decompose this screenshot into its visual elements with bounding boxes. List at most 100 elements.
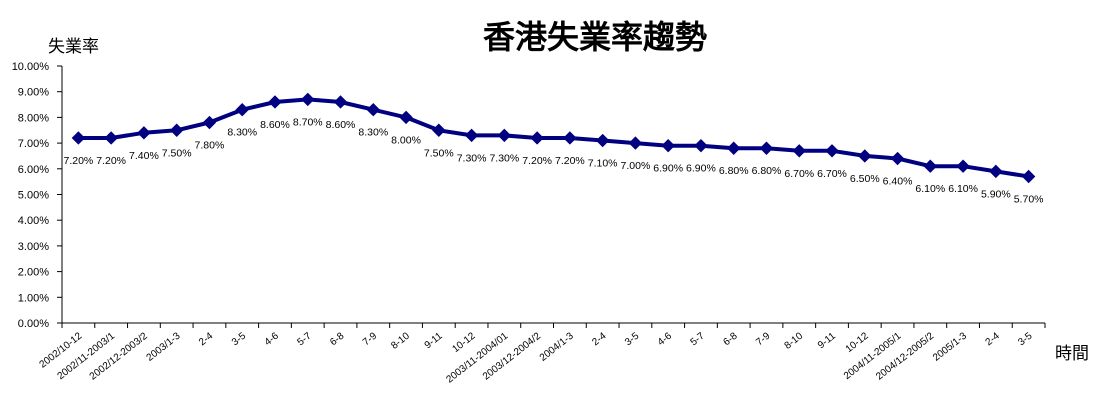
data-point (858, 149, 872, 163)
y-tick-label: 6.00% (18, 164, 49, 176)
data-point (202, 115, 217, 130)
data-label: 8.30% (358, 127, 388, 139)
y-tick-label: 3.00% (18, 241, 49, 253)
x-tick-label: 7-9 (754, 330, 773, 348)
data-point (890, 151, 905, 166)
y-tick-label: 9.00% (18, 87, 49, 99)
x-tick-label: 2-4 (590, 330, 609, 348)
data-label: 6.50% (850, 173, 880, 185)
x-tick-label: 10-12 (844, 330, 871, 355)
data-label: 8.70% (293, 116, 323, 128)
x-tick-label: 6-8 (721, 330, 740, 348)
x-tick-label: 10-12 (451, 330, 478, 355)
y-tick-label: 0.00% (18, 318, 49, 330)
x-tick-label: 2002/12-2003/2 (88, 330, 150, 382)
data-point (563, 131, 577, 145)
data-point (628, 136, 643, 150)
data-label: 7.20% (555, 155, 585, 167)
data-point (1021, 169, 1036, 184)
data-label: 6.70% (784, 168, 814, 180)
x-tick-label: 7-9 (361, 330, 380, 348)
x-tick-label: 2-4 (197, 330, 216, 348)
x-tick-label: 2004/12-2005/2 (874, 330, 936, 382)
data-label: 7.30% (489, 152, 519, 164)
data-label: 7.20% (63, 155, 93, 167)
data-point (694, 138, 708, 153)
data-label: 6.10% (915, 183, 945, 195)
data-point (595, 133, 610, 148)
y-tick-label: 7.00% (18, 138, 49, 150)
x-tick-label: 8-10 (389, 330, 412, 351)
x-tick-label: 2003/1-3 (145, 330, 183, 363)
data-point (366, 102, 380, 117)
data-label: 6.10% (948, 183, 978, 195)
y-tick-label: 2.00% (18, 267, 49, 279)
data-label: 7.40% (129, 150, 159, 162)
y-tick-label: 5.00% (18, 190, 49, 202)
data-label: 6.90% (653, 163, 683, 175)
data-point (333, 95, 348, 109)
y-tick-label: 10.00% (12, 61, 50, 73)
x-tick-label: 4-6 (263, 330, 282, 348)
x-tick-label: 3-5 (1016, 330, 1035, 348)
data-point (169, 123, 184, 137)
data-point (825, 144, 839, 158)
data-label: 8.30% (227, 127, 257, 139)
data-point (989, 164, 1003, 179)
data-label: 8.60% (326, 119, 356, 131)
data-label: 6.70% (817, 168, 847, 180)
data-point (727, 141, 741, 155)
data-point (530, 131, 544, 145)
x-tick-label: 2002/11-2003/1 (56, 330, 118, 382)
data-point (497, 128, 512, 143)
x-tick-label: 2004/11-2005/1 (842, 330, 904, 382)
y-ticks: 0.00% 1.00% 2.00% 3.00% 4.00% 5.00% 6.00% 7.00%… (12, 61, 62, 330)
data-label: 7.20% (96, 155, 126, 167)
x-tick-label: 6-8 (328, 330, 347, 348)
data-label: 6.80% (752, 165, 782, 177)
data-point (432, 123, 446, 137)
y-tick-label: 8.00% (18, 112, 49, 124)
x-tick-label: 2003/12-2004/2 (481, 330, 543, 382)
x-tick-label: 2005/1-3 (931, 330, 969, 363)
data-label: 5.70% (1014, 194, 1044, 206)
data-point (759, 141, 774, 155)
data-point (268, 95, 282, 109)
data-point (661, 138, 675, 153)
data-point (137, 126, 151, 140)
data-label: 7.00% (621, 160, 651, 172)
x-tick-label: 8-10 (783, 330, 806, 351)
y-axis-title: 失業率 (48, 37, 99, 57)
chart-title: 香港失業率趨勢 (483, 18, 707, 56)
x-tick-label: 9-11 (816, 330, 838, 351)
data-point (235, 102, 249, 117)
x-axis-title: 時間 (1055, 344, 1089, 364)
x-tick-label: 5-7 (295, 330, 314, 348)
x-ticks: 2002/10-122002/11-2003/12002/12-2003/220… (38, 323, 1046, 385)
data-point (71, 131, 86, 145)
x-tick-label: 4-6 (656, 330, 675, 348)
x-tick-label: 3-5 (623, 330, 642, 348)
y-tick-label: 1.00% (18, 292, 49, 304)
data-point (301, 92, 315, 107)
data-labels: 7.20% 7.20% 7.40% 7.50%7.80%8.30%8.60% 8.70%… (63, 116, 1043, 205)
x-tick-label: 2-4 (984, 330, 1003, 348)
x-tick-label: 5-7 (689, 330, 708, 348)
series-line (78, 97, 1029, 179)
x-tick-label: 9-11 (423, 330, 445, 351)
data-point (792, 144, 806, 158)
y-tick-label: 4.00% (18, 215, 49, 227)
data-point (923, 159, 938, 173)
data-label: 7.30% (457, 152, 487, 164)
data-point (464, 128, 479, 143)
data-point (104, 131, 118, 145)
data-label: 8.00% (391, 134, 421, 146)
data-label: 5.90% (981, 188, 1011, 200)
data-label: 7.50% (162, 147, 192, 159)
data-label: 7.10% (588, 158, 618, 170)
x-tick-label: 2004/1-3 (538, 330, 576, 363)
data-point (399, 110, 413, 125)
data-label: 6.40% (883, 176, 913, 188)
data-markers (71, 92, 1036, 184)
